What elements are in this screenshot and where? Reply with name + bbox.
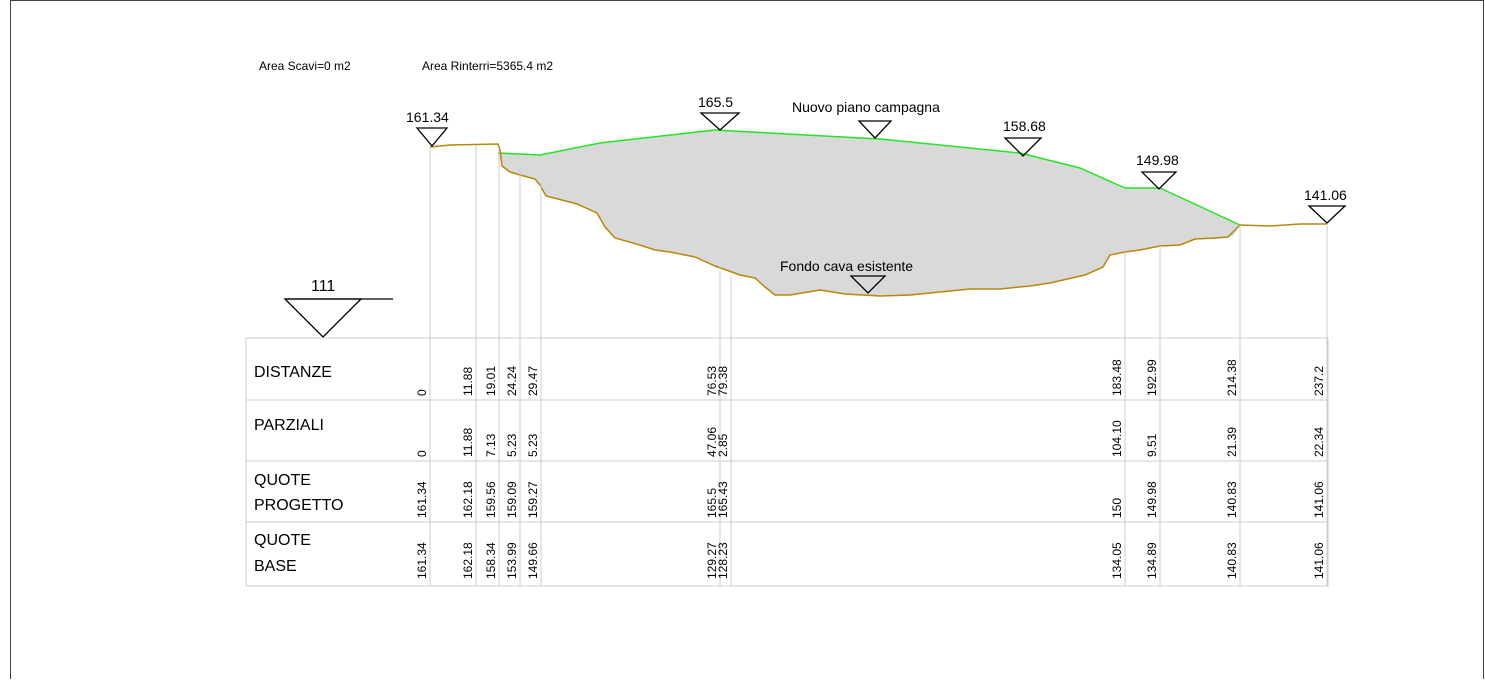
- table-cell-parziale: 7.13: [484, 433, 498, 457]
- elevation-value: 161.34: [406, 109, 449, 125]
- table-cell-parziale: 0: [415, 450, 429, 457]
- project-line: [497, 129, 1241, 226]
- elevation-value: 158.68: [1003, 118, 1046, 134]
- table-cell-quota-base: 161.34: [415, 542, 429, 579]
- table-cell-quota-base: 149.66: [526, 542, 540, 579]
- elevation-value: 149.98: [1136, 152, 1179, 168]
- table-cell-quota-progetto: 150: [1110, 498, 1124, 518]
- section-number: 111: [311, 278, 335, 295]
- row-label-distanze: DISTANZE: [254, 364, 332, 381]
- table-cell-quota-progetto: 141.06: [1312, 481, 1326, 518]
- table-cell-quota-progetto: 140.83: [1225, 481, 1239, 518]
- area-rinterri-label: Area Rinterri=5365.4 m2: [422, 59, 553, 73]
- base-line: [429, 143, 1327, 297]
- row-label-quote-progetto-1: QUOTE: [254, 472, 311, 489]
- elevation-marker-1: 161.34: [406, 109, 449, 148]
- table-cell-quota-base: 140.83: [1225, 542, 1239, 579]
- elevation-marker-2: 165.5: [698, 94, 741, 131]
- data-table: DISTANZE PARZIALI QUOTE PROGETTO QUOTE B…: [245, 337, 1329, 587]
- table-cell-distanza: 237.2: [1312, 366, 1326, 396]
- table-cell-quota-base: 134.05: [1110, 542, 1124, 579]
- table-cell-parziale: 11.88: [461, 428, 475, 457]
- table-cell-parziale: 2.85: [716, 433, 730, 457]
- label-new-surface: Nuovo piano campagna: [792, 99, 940, 115]
- table-cell-distanza: 19.01: [484, 366, 498, 396]
- table-cell-quota-progetto: 165.43: [716, 481, 730, 518]
- table-cell-distanza: 76.53: [705, 366, 719, 396]
- table-cell-quota-base: 129.27: [705, 542, 719, 579]
- table-cell-quota-progetto: 161.34: [415, 481, 429, 518]
- label-existing-bottom-marker: Fondo cava esistente: [780, 258, 913, 294]
- table-cell-quota-progetto: 159.27: [526, 481, 540, 518]
- table-cell-parziale: 22.34: [1312, 427, 1326, 457]
- table-cell-parziale: 9.51: [1145, 433, 1159, 457]
- table-cell-quota-progetto: 159.09: [505, 481, 519, 518]
- table-cell-quota-base: 153.99: [505, 542, 519, 579]
- table-cell-quota-progetto: 162.18: [461, 481, 475, 518]
- table-cell-distanza: 79.38: [716, 366, 730, 396]
- label-existing-bottom: Fondo cava esistente: [780, 258, 913, 274]
- table-cell-quota-base: 158.34: [484, 542, 498, 579]
- table-cell-distanza: 29.47: [526, 366, 540, 396]
- table-cell-distanza: 192.99: [1145, 359, 1159, 396]
- table-cell-distanza: 0: [415, 389, 429, 396]
- table-cell-distanza: 11.88: [461, 367, 475, 396]
- table-cell-parziale: 5.23: [526, 433, 540, 457]
- row-label-quote-progetto-2: PROGETTO: [254, 497, 344, 514]
- table-cell-parziale: 5.23: [505, 433, 519, 457]
- station-guide-lines: [429, 145, 1328, 586]
- section-symbol: 111: [283, 278, 393, 338]
- row-label-quote-base-2: BASE: [254, 558, 297, 575]
- table-cell-distanza: 24.24: [505, 366, 519, 396]
- table-cell-parziale: 104.10: [1110, 420, 1124, 457]
- area-scavi-label: Area Scavi=0 m2: [259, 59, 351, 73]
- elevation-value: 165.5: [698, 94, 733, 110]
- elevation-marker-3: 158.68: [1003, 118, 1046, 157]
- row-label-quote-base-1: QUOTE: [254, 532, 311, 549]
- elevation-marker-5: 141.06: [1304, 187, 1347, 224]
- table-cell-quota-base: 134.89: [1145, 542, 1159, 579]
- table-cell-quota-base: 162.18: [461, 542, 475, 579]
- elevation-marker-4: 149.98: [1136, 152, 1179, 190]
- table-cell-quota-progetto: 165.5: [705, 488, 719, 518]
- table-cell-quota-progetto: 159.56: [484, 481, 498, 518]
- table-cell-quota-progetto: 149.98: [1145, 481, 1159, 518]
- table-cell-parziale: 47.06: [705, 427, 719, 457]
- label-new-surface-marker: Nuovo piano campagna: [792, 99, 940, 139]
- table-cell-quota-base: 141.06: [1312, 542, 1326, 579]
- row-label-parziali: PARZIALI: [254, 417, 324, 434]
- table-cell-parziale: 21.39: [1225, 427, 1239, 457]
- table-cell-quota-base: 128.23: [716, 542, 730, 579]
- table-columns: 0 0 161.34 161.34 11.88 11.88 162.18 162.18 19.0…: [415, 359, 1326, 579]
- table-cell-distanza: 214.38: [1225, 359, 1239, 396]
- table-cell-distanza: 183.48: [1110, 359, 1124, 396]
- drawing-frame: [10, 0, 1484, 679]
- elevation-value: 141.06: [1304, 187, 1347, 203]
